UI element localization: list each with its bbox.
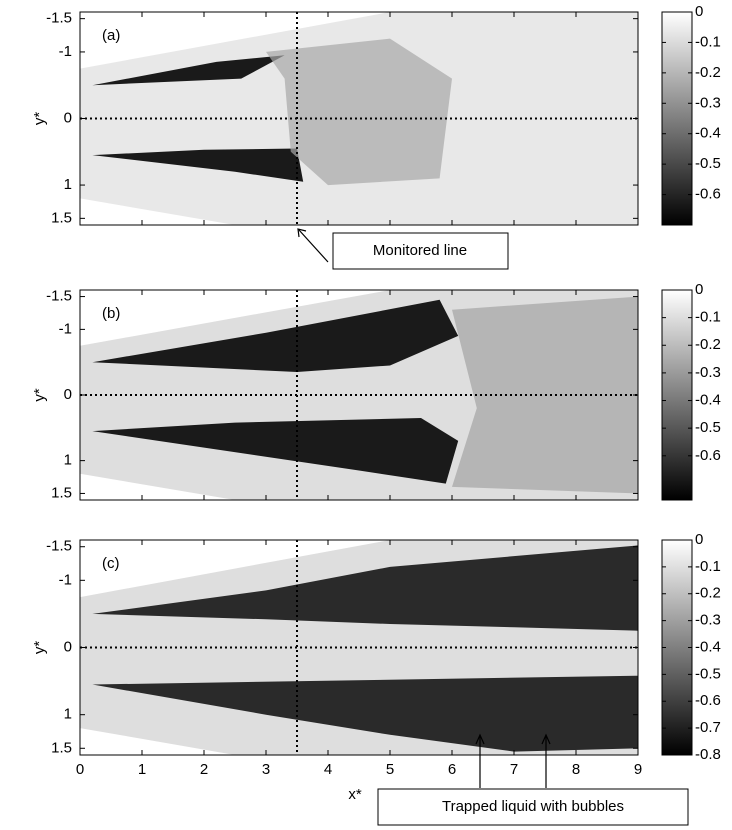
colorbar-tick-label: -0.2 — [695, 585, 721, 602]
colorbar-tick-label: 0 — [695, 531, 703, 548]
colorbar-tick-label: -0.5 — [695, 419, 721, 436]
colorbar-tick-label: -0.2 — [695, 64, 721, 81]
y-tick-label: 1.5 — [51, 209, 72, 226]
colorbar — [661, 289, 693, 501]
panel-label: (a) — [102, 27, 120, 44]
colorbar-tick-label: -0.7 — [695, 719, 721, 736]
colorbar — [661, 11, 693, 226]
x-tick-label: 7 — [510, 761, 518, 778]
annotation-box — [332, 232, 509, 270]
x-axis-label: x* — [348, 786, 362, 803]
colorbar-tick-label: -0.6 — [695, 447, 721, 464]
y-axis-label: y* — [31, 388, 48, 402]
jet-cavity — [92, 148, 304, 182]
jet-cavity — [92, 675, 638, 752]
jet-cavity — [92, 545, 638, 631]
annotation-box — [377, 788, 689, 826]
y-tick-label: -1 — [59, 43, 72, 60]
x-tick-label: 2 — [200, 761, 208, 778]
colorbar-tick-label: -0.5 — [695, 665, 721, 682]
y-tick-label: -1.5 — [46, 288, 72, 305]
x-tick-label: 5 — [386, 761, 394, 778]
x-tick-label: 8 — [572, 761, 580, 778]
y-tick-label: 1.5 — [51, 739, 72, 756]
annotation: Trapped liquid with bubbles — [442, 798, 624, 815]
y-tick-label: 0 — [64, 638, 72, 655]
colorbar-tick-label: -0.4 — [695, 391, 721, 408]
x-tick-label: 6 — [448, 761, 456, 778]
colorbar-tick-label: -0.1 — [695, 558, 721, 575]
x-tick-label: 4 — [324, 761, 332, 778]
colorbar-tick-label: -0.1 — [695, 309, 721, 326]
y-axis-label: y* — [31, 112, 48, 126]
x-tick-label: 3 — [262, 761, 270, 778]
colorbar-tick-label: 0 — [695, 3, 703, 20]
colorbar-tick-label: -0.1 — [695, 33, 721, 50]
y-tick-label: 0 — [64, 109, 72, 126]
annotation-arrowhead — [297, 228, 307, 238]
panel-label: (b) — [102, 305, 120, 322]
panel-label: (c) — [102, 555, 120, 572]
y-axis-label: y* — [31, 641, 48, 655]
y-tick-label: -1.5 — [46, 538, 72, 555]
annotation-arrow — [298, 229, 329, 263]
colorbar-tick-label: -0.3 — [695, 364, 721, 381]
colorbar-tick-label: -0.8 — [695, 746, 721, 763]
colorbar-tick-label: -0.3 — [695, 612, 721, 629]
colorbar-tick-label: -0.2 — [695, 336, 721, 353]
y-tick-label: 1 — [64, 176, 72, 193]
colorbar-tick-label: -0.4 — [695, 125, 721, 142]
colorbar-tick-label: -0.3 — [695, 94, 721, 111]
y-tick-label: 1 — [64, 452, 72, 469]
annotation-arrowhead — [541, 733, 551, 745]
y-tick-label: -1 — [59, 320, 72, 337]
annotation-arrowhead — [475, 733, 485, 745]
colorbar-tick-label: -0.4 — [695, 638, 721, 655]
y-tick-label: -1 — [59, 571, 72, 588]
colorbar-tick-label: -0.6 — [695, 692, 721, 709]
colorbar-tick-label: 0 — [695, 281, 703, 298]
colorbar-tick-label: -0.6 — [695, 186, 721, 203]
x-tick-label: 9 — [634, 761, 642, 778]
y-tick-label: 1 — [64, 706, 72, 723]
y-tick-label: -1.5 — [46, 10, 72, 27]
y-tick-label: 0 — [64, 386, 72, 403]
x-tick-label: 0 — [76, 761, 84, 778]
y-tick-label: 1.5 — [51, 484, 72, 501]
x-tick-label: 1 — [138, 761, 146, 778]
jet-cavity — [92, 418, 459, 484]
jet-cavity — [92, 55, 285, 86]
jet-cavity — [92, 299, 459, 372]
wake-region — [266, 38, 452, 186]
colorbar-tick-label: -0.5 — [695, 155, 721, 172]
colorbar — [661, 539, 693, 756]
annotation: Monitored line — [373, 242, 467, 259]
